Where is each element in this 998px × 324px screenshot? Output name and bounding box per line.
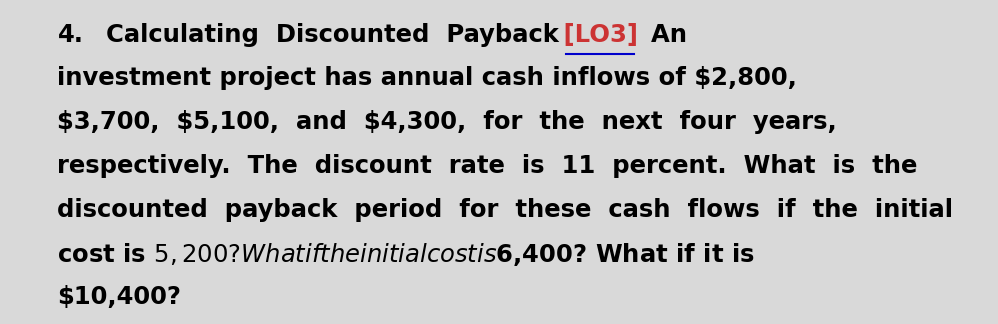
Text: investment project has annual cash inflows of $2,800,: investment project has annual cash inflo… (58, 66, 797, 90)
Text: respectively.  The  discount  rate  is  11  percent.  What  is  the: respectively. The discount rate is 11 pe… (58, 154, 918, 178)
Text: An: An (634, 23, 687, 47)
Text: Calculating  Discounted  Payback: Calculating Discounted Payback (89, 23, 559, 47)
Text: $10,400?: $10,400? (58, 285, 182, 309)
Text: $3,700,  $5,100,  and  $4,300,  for  the  next  four  years,: $3,700, $5,100, and $4,300, for the next… (58, 110, 837, 134)
Text: 4.: 4. (58, 23, 84, 47)
Text: cost is $5,200? What if the initial cost is $6,400? What if it is: cost is $5,200? What if the initial cost… (58, 241, 755, 268)
Text: discounted  payback  period  for  these  cash  flows  if  the  initial: discounted payback period for these cash… (58, 198, 953, 222)
Text: [LO3]: [LO3] (555, 23, 638, 47)
